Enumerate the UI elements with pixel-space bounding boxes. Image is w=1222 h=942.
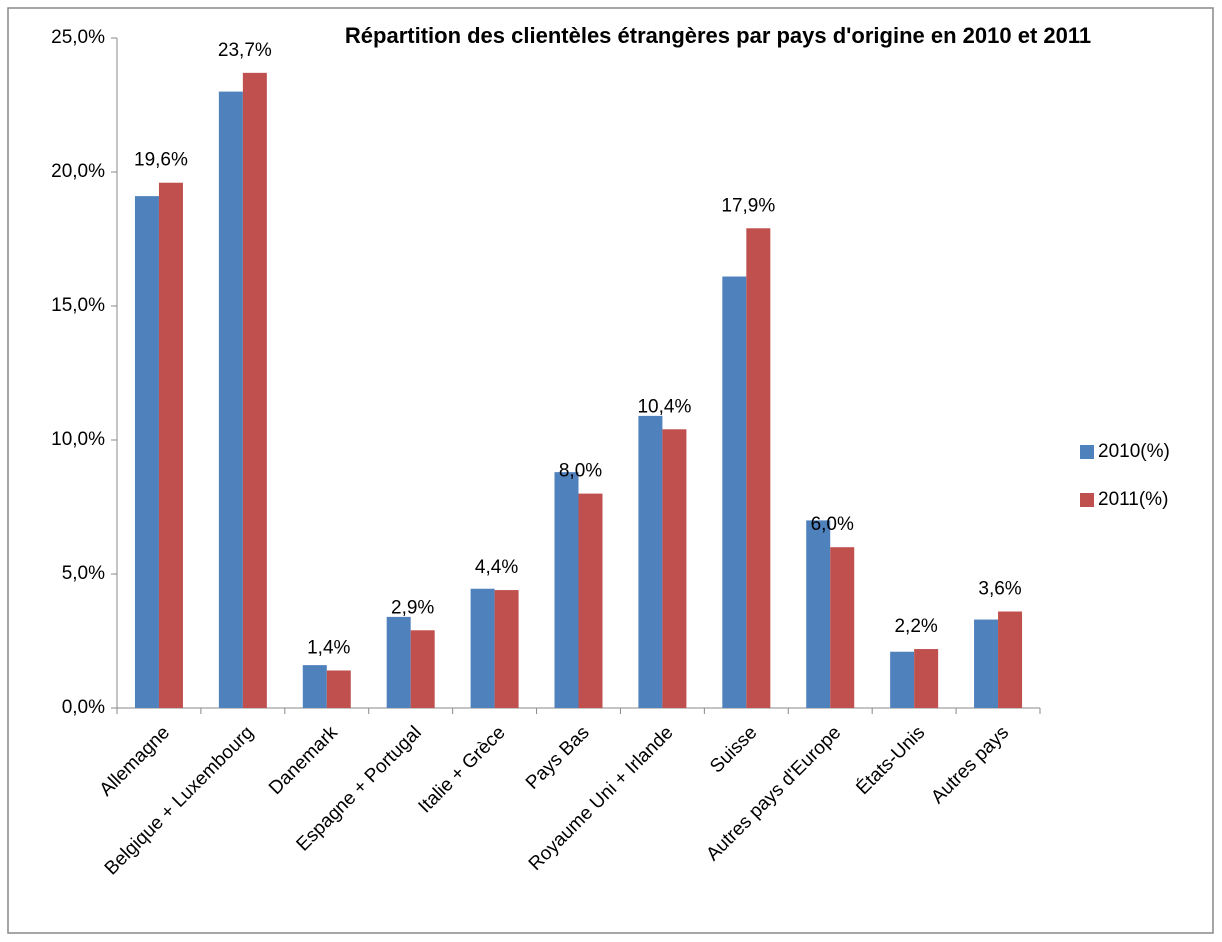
bar xyxy=(218,91,243,709)
bar xyxy=(470,588,495,708)
data-label: 19,6% xyxy=(134,150,188,171)
y-tick-label: 15,0% xyxy=(51,295,105,316)
bar xyxy=(494,590,519,708)
data-label: 23,7% xyxy=(218,40,272,61)
bar xyxy=(410,630,435,708)
bar xyxy=(662,429,687,708)
bar xyxy=(890,651,915,708)
y-tick-label: 0,0% xyxy=(62,697,105,718)
legend-label: 2010(%) xyxy=(1098,441,1170,462)
y-tick-label: 20,0% xyxy=(51,161,105,182)
bar xyxy=(746,228,771,708)
data-label: 1,4% xyxy=(307,637,350,658)
data-label: 2,2% xyxy=(894,616,937,637)
bar xyxy=(326,670,351,708)
bar xyxy=(830,547,855,708)
legend-swatch xyxy=(1080,493,1094,507)
chart-frame xyxy=(7,7,1214,934)
chart-title: Répartition des clientèles étrangères pa… xyxy=(345,23,1091,48)
bar xyxy=(242,72,267,709)
bar xyxy=(722,276,747,708)
y-tick-label: 10,0% xyxy=(51,429,105,450)
bar xyxy=(638,415,663,708)
legend-swatch xyxy=(1080,445,1094,459)
bar xyxy=(302,665,327,708)
data-label: 4,4% xyxy=(475,557,518,578)
bar xyxy=(158,182,183,709)
y-tick-label: 5,0% xyxy=(62,563,105,584)
bar xyxy=(998,611,1023,708)
legend-label: 2011(%) xyxy=(1098,489,1168,510)
data-label: 8,0% xyxy=(559,461,602,482)
data-label: 2,9% xyxy=(391,597,434,618)
data-label: 10,4% xyxy=(637,396,691,417)
bar xyxy=(134,196,159,708)
bar xyxy=(578,493,603,708)
bar xyxy=(914,649,939,708)
bar xyxy=(806,520,831,708)
data-label: 17,9% xyxy=(721,195,775,216)
bar xyxy=(554,472,579,708)
data-label: 3,6% xyxy=(978,579,1021,600)
data-label: 6,0% xyxy=(811,514,854,535)
bar xyxy=(974,619,999,708)
bar xyxy=(386,616,411,708)
y-tick-label: 25,0% xyxy=(51,27,105,48)
